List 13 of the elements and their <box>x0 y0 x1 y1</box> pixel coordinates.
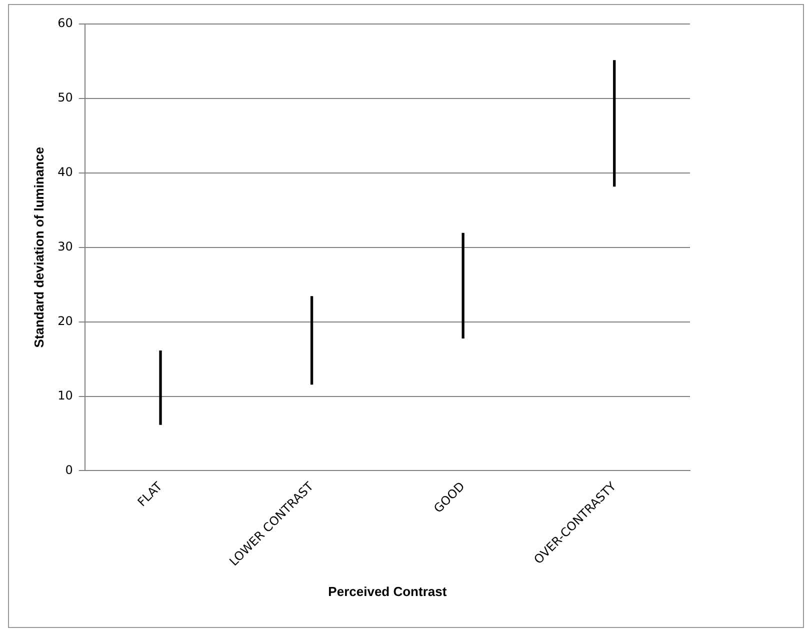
bar <box>462 232 464 339</box>
y-tick-label: 50 <box>58 90 73 105</box>
y-tick-label: 40 <box>58 165 73 180</box>
y-axis-title: Standard deviation of luminance <box>31 146 46 348</box>
bar <box>613 60 616 187</box>
y-tick-label: 10 <box>58 388 73 402</box>
x-axis-title: Perceived Contrast <box>328 584 448 599</box>
y-tick-label: 30 <box>58 239 73 254</box>
bar <box>159 350 162 425</box>
bar <box>310 296 314 385</box>
y-tick-label: 0 <box>65 462 73 477</box>
y-tick-label: 20 <box>58 314 73 328</box>
y-tick-label: 60 <box>58 16 73 30</box>
